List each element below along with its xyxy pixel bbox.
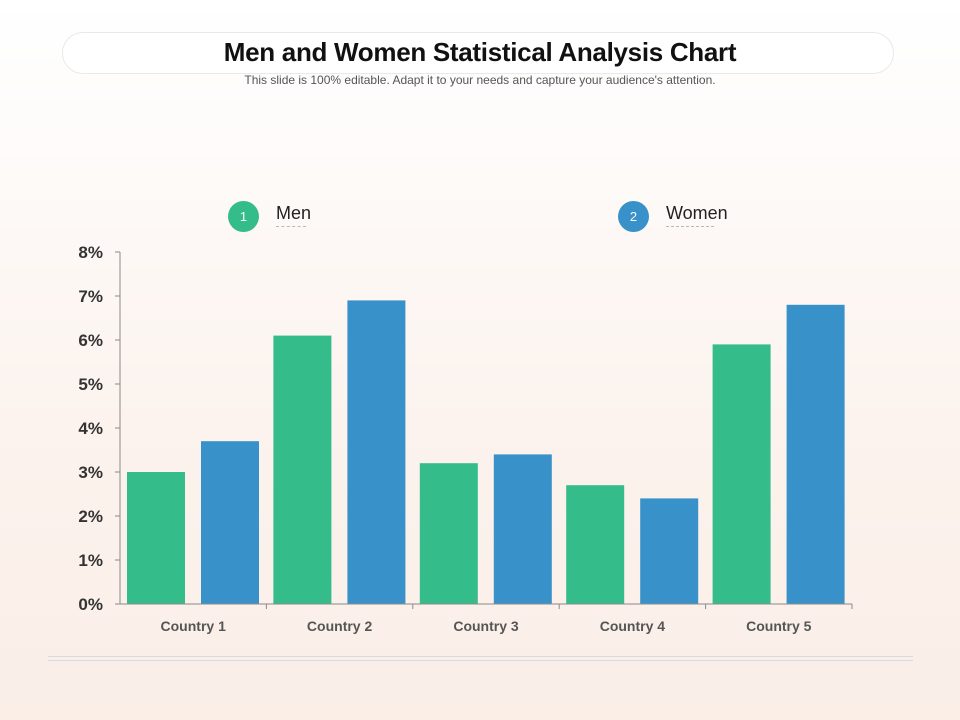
title-banner: [62, 32, 894, 74]
bar-men-1: [127, 472, 185, 604]
legend-label-women: Women: [666, 203, 728, 223]
y-tick-label: 6%: [78, 331, 103, 350]
x-tick-label: Country 2: [307, 618, 373, 634]
x-tick-label: Country 1: [161, 618, 227, 634]
legend-number-badge-women: 2: [618, 201, 649, 232]
bar-men-4: [566, 485, 625, 604]
footer-divider: [48, 656, 913, 661]
legend-label-men: Men: [276, 203, 312, 223]
bar-men-5: [712, 344, 771, 604]
y-tick-label: 4%: [78, 419, 103, 438]
bar-men-2: [273, 335, 332, 604]
legend-underline-men: [276, 226, 306, 227]
bar-women-2: [347, 300, 406, 604]
y-tick-label: 3%: [78, 463, 103, 482]
y-tick-label: 1%: [78, 551, 103, 570]
bar-women-3: [493, 454, 552, 604]
bar-women-1: [201, 441, 259, 604]
y-tick-label: 2%: [78, 507, 103, 526]
y-tick-label: 0%: [78, 595, 103, 614]
y-tick-label: 5%: [78, 375, 103, 394]
legend-number-badge-men: 1: [228, 201, 259, 232]
legend-underline-women: [666, 226, 714, 227]
y-tick-label: 7%: [78, 287, 103, 306]
x-tick-label: Country 3: [453, 618, 519, 634]
bar-men-3: [419, 463, 478, 604]
y-tick-label: 8%: [78, 243, 103, 262]
page-title: Men and Women Statistical Analysis Chart: [223, 37, 737, 67]
page-subtitle: This slide is 100% editable. Adapt it to…: [244, 73, 716, 87]
x-tick-label: Country 5: [746, 618, 812, 634]
bar-women-5: [786, 304, 845, 604]
bar-women-4: [640, 498, 699, 604]
x-tick-label: Country 4: [600, 618, 666, 634]
